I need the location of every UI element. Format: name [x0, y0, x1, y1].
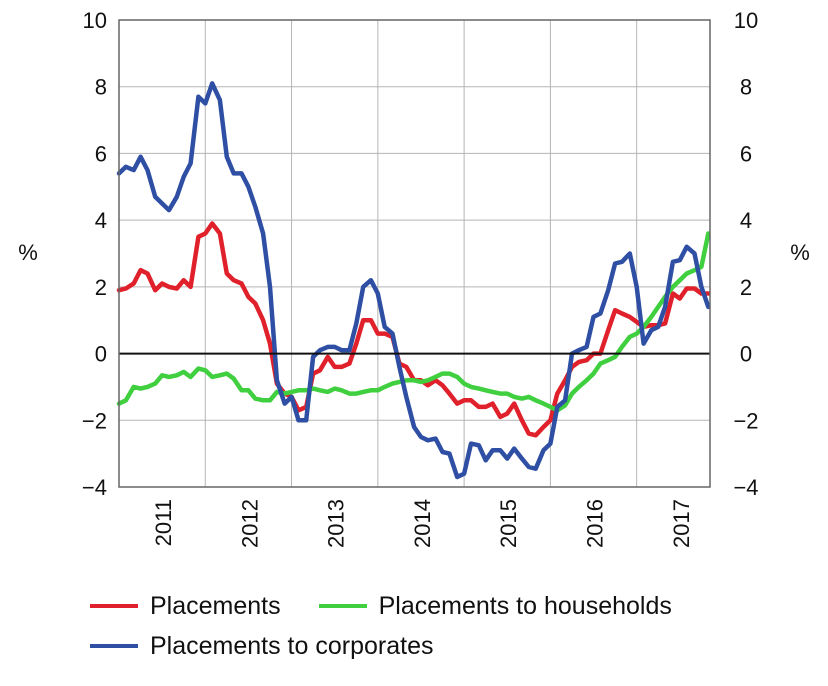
series-line-1 — [116, 231, 711, 413]
left-tick-label: 0 — [95, 342, 107, 367]
legend-swatch-placements — [90, 604, 138, 608]
left-tick-label: 10 — [83, 8, 107, 33]
right-tick-label: 4 — [740, 208, 752, 233]
x-tick-label: 2015 — [496, 499, 521, 548]
line-chart: −4 −2 0 2 4 6 8 10 −4 −2 0 2 4 6 8 10 2011 2012 2013 2014… — [18, 8, 810, 548]
right-tick-label: 10 — [734, 8, 758, 33]
left-tick-label: −4 — [82, 475, 107, 500]
legend-item-placements: Placements — [90, 592, 281, 621]
x-tick-label: 2012 — [237, 499, 262, 548]
legend-label-placements: Placements — [150, 591, 281, 620]
x-tick-label: 2013 — [324, 499, 349, 548]
right-tick-label: −2 — [733, 408, 758, 433]
x-tick-label: 2011 — [151, 499, 176, 546]
left-tick-label: 4 — [95, 208, 107, 233]
legend-swatch-households — [318, 604, 367, 608]
left-axis-unit-label: % — [18, 240, 38, 265]
left-axis-ticks: −4 −2 0 2 4 6 8 10 — [82, 8, 107, 500]
x-axis-year-labels: 2011 2012 2013 2014 2015 2016 2017 — [151, 499, 694, 548]
right-tick-label: 8 — [740, 75, 752, 100]
right-tick-label: 0 — [740, 342, 752, 367]
legend-row-1: Placements Placements to households — [90, 586, 710, 626]
right-tick-label: 6 — [740, 141, 752, 166]
left-tick-label: −2 — [82, 408, 107, 433]
x-tick-label: 2017 — [669, 499, 694, 548]
left-tick-label: 2 — [95, 275, 107, 300]
left-tick-label: 8 — [95, 75, 107, 100]
right-tick-label: 2 — [740, 275, 752, 300]
legend-row-2: Placements to corporates — [90, 626, 710, 666]
legend-label-corporates: Placements to corporates — [150, 631, 434, 660]
legend-item-households: Placements to households — [318, 591, 672, 621]
legend-item-corporates: Placements to corporates — [90, 632, 433, 661]
x-tick-label: 2014 — [410, 499, 435, 548]
right-axis-unit-label: % — [790, 240, 810, 265]
x-tick-label: 2016 — [583, 499, 608, 548]
series-line-0 — [116, 221, 711, 438]
right-tick-label: −4 — [733, 475, 758, 500]
series-line-2 — [116, 81, 711, 480]
right-axis-ticks: −4 −2 0 2 4 6 8 10 — [733, 8, 758, 500]
chart-legend: Placements Placements to households Plac… — [90, 586, 710, 666]
left-tick-label: 6 — [95, 141, 107, 166]
plot-frame — [118, 19, 711, 488]
legend-swatch-corporates — [90, 644, 138, 648]
series-lines — [116, 81, 711, 480]
legend-label-households: Placements to households — [378, 591, 672, 620]
